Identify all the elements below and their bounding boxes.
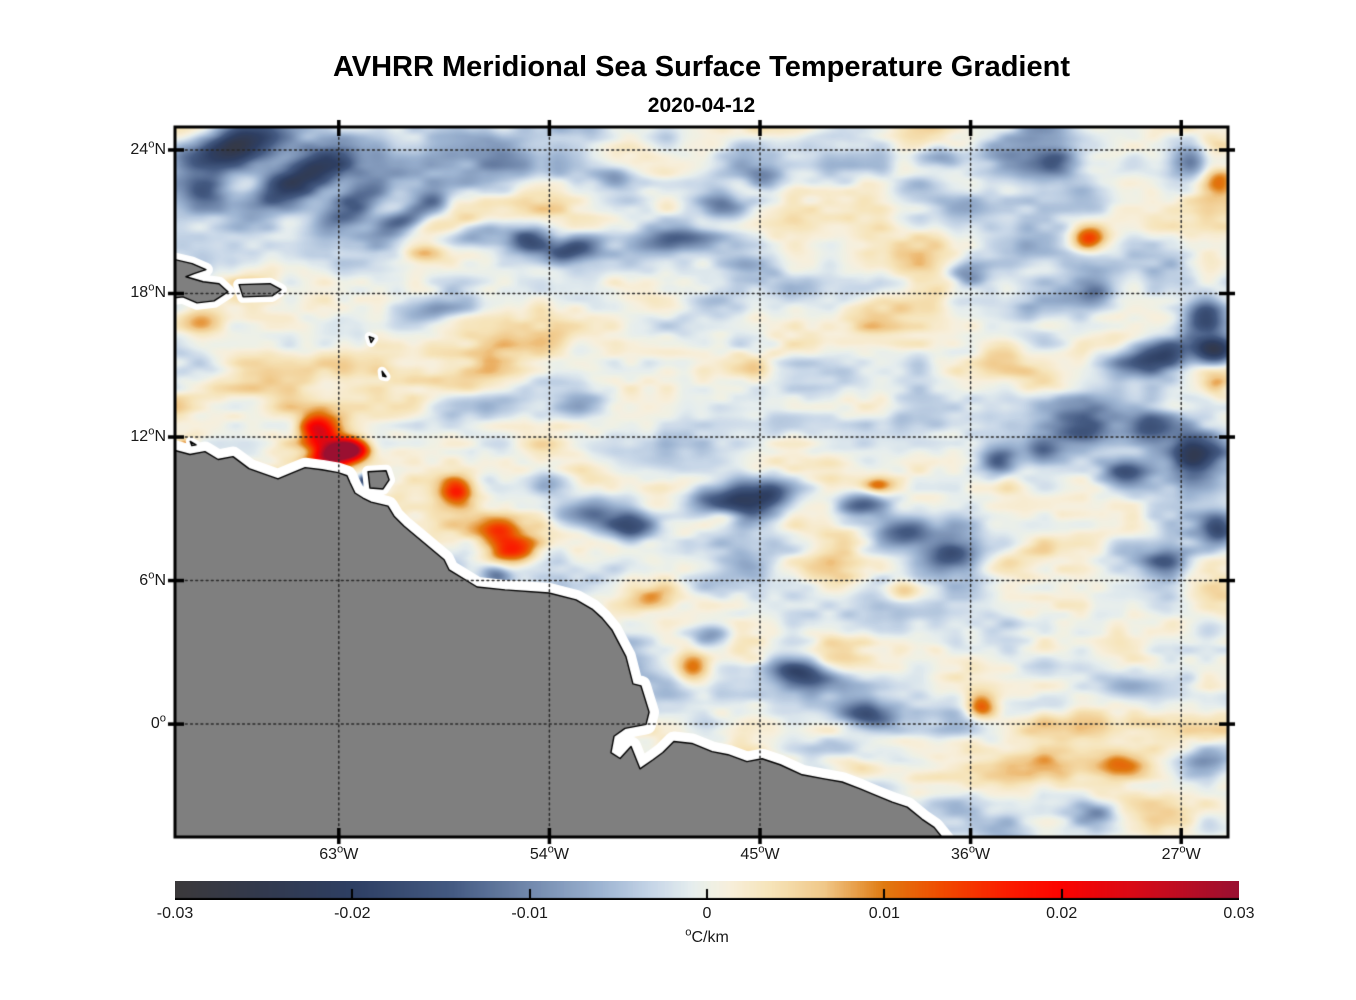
map-plot <box>163 115 1240 854</box>
y-tick-label: 0o <box>150 712 166 733</box>
colorbar-tick-label: -0.03 <box>156 905 194 922</box>
y-tick-label: 6oN <box>139 569 166 589</box>
x-tick-label: 45oW <box>740 843 780 863</box>
x-tick-label: 36oW <box>951 843 991 863</box>
colorbar-tick-label: 0.02 <box>1046 905 1078 922</box>
x-tick-label: 63oW <box>319 843 359 863</box>
colorbar-unit-label: oC/km <box>685 926 729 946</box>
colorbar <box>175 881 1239 905</box>
colorbar-tick-label: 0 <box>702 905 712 922</box>
y-tick-label: 18oN <box>130 282 166 302</box>
map-canvas <box>163 115 1240 849</box>
y-tick-label: 12oN <box>130 425 166 446</box>
colorbar-tick-label: 0.01 <box>868 905 900 922</box>
colorbar-canvas <box>175 881 1239 900</box>
chart-title: AVHRR Meridional Sea Surface Temperature… <box>332 51 1070 83</box>
colorbar-tick-label: -0.02 <box>334 905 371 922</box>
x-tick-label: 54oW <box>529 843 569 863</box>
x-tick-label: 27oW <box>1161 843 1201 863</box>
colorbar-tick-label: 0.03 <box>1223 905 1255 922</box>
chart-subtitle: 2020-04-12 <box>647 94 756 117</box>
y-tick-label: 24oN <box>130 138 166 158</box>
colorbar-tick-label: -0.01 <box>511 905 548 922</box>
